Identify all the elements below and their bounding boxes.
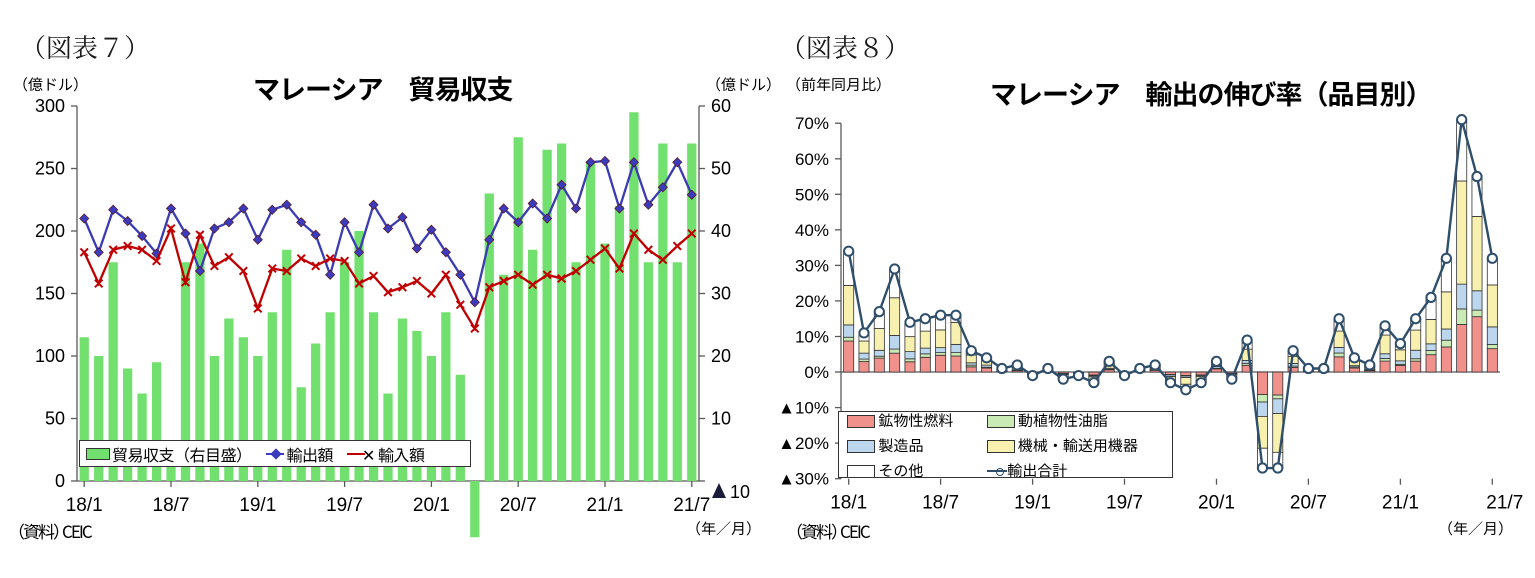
svg-text:250: 250 bbox=[35, 159, 65, 179]
svg-text:18/1: 18/1 bbox=[66, 495, 103, 516]
svg-text:21/1: 21/1 bbox=[587, 495, 624, 516]
svg-text:70%: 70% bbox=[795, 114, 829, 133]
svg-text:21/1: 21/1 bbox=[1382, 493, 1419, 514]
svg-text:▲20%: ▲20% bbox=[778, 434, 829, 453]
svg-text:40: 40 bbox=[711, 221, 731, 241]
svg-text:10: 10 bbox=[711, 409, 731, 429]
svg-text:30%: 30% bbox=[795, 256, 829, 275]
svg-text:30: 30 bbox=[711, 284, 731, 304]
svg-text:▲30%: ▲30% bbox=[778, 470, 829, 489]
svg-text:20/7: 20/7 bbox=[500, 495, 537, 516]
svg-text:50%: 50% bbox=[795, 185, 829, 204]
svg-text:60: 60 bbox=[711, 96, 731, 116]
svg-text:40%: 40% bbox=[795, 221, 829, 240]
svg-text:20/1: 20/1 bbox=[413, 495, 450, 516]
svg-text:21/7: 21/7 bbox=[1486, 493, 1523, 514]
svg-text:300: 300 bbox=[35, 96, 65, 116]
svg-text:▲10%: ▲10% bbox=[778, 399, 829, 418]
svg-text:20/7: 20/7 bbox=[1290, 493, 1327, 514]
svg-text:18/1: 18/1 bbox=[830, 493, 867, 514]
svg-text:19/1: 19/1 bbox=[239, 495, 276, 516]
svg-text:20%: 20% bbox=[795, 292, 829, 311]
svg-text:19/7: 19/7 bbox=[326, 495, 363, 516]
svg-text:150: 150 bbox=[35, 284, 65, 304]
svg-text:60%: 60% bbox=[795, 150, 829, 169]
svg-text:19/1: 19/1 bbox=[1014, 493, 1051, 514]
svg-text:10: 10 bbox=[730, 482, 750, 502]
svg-text:19/7: 19/7 bbox=[1106, 493, 1143, 514]
svg-text:100: 100 bbox=[35, 346, 65, 366]
svg-text:20: 20 bbox=[711, 346, 731, 366]
svg-text:18/7: 18/7 bbox=[153, 495, 190, 516]
svg-text:0: 0 bbox=[55, 471, 65, 491]
svg-text:200: 200 bbox=[35, 221, 65, 241]
svg-text:50: 50 bbox=[711, 159, 731, 179]
svg-text:0%: 0% bbox=[804, 363, 829, 382]
svg-text:20/1: 20/1 bbox=[1198, 493, 1235, 514]
svg-text:10%: 10% bbox=[795, 328, 829, 347]
svg-text:50: 50 bbox=[45, 409, 65, 429]
svg-text:18/7: 18/7 bbox=[922, 493, 959, 514]
svg-text:21/7: 21/7 bbox=[673, 495, 710, 516]
